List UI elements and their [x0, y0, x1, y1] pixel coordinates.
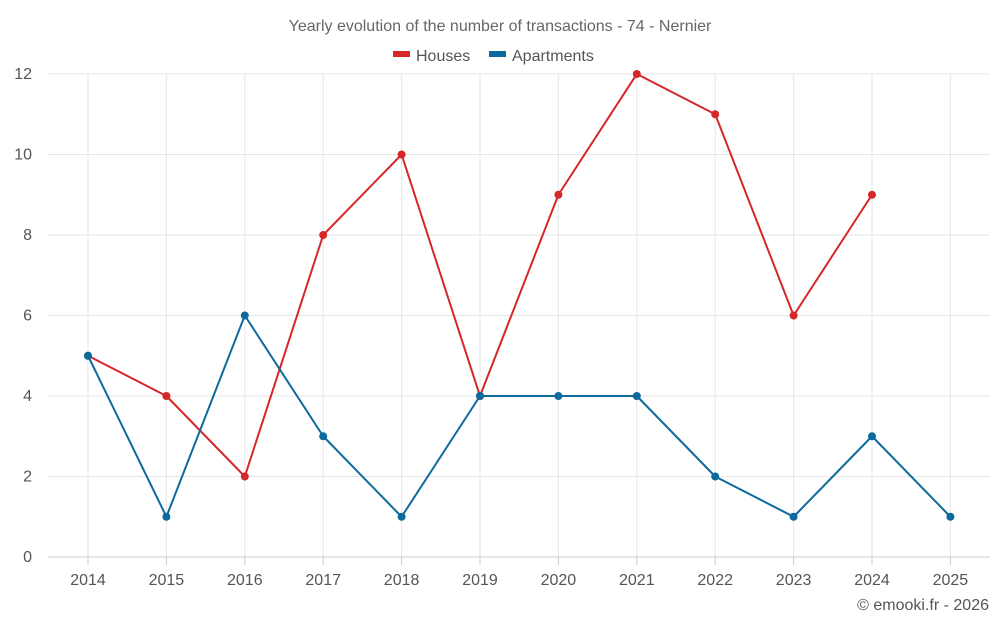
legend-label-apartments[interactable]: Apartments [512, 48, 594, 65]
data-point-apartments-2021[interactable] [632, 392, 641, 400]
data-point-apartments-2023[interactable] [789, 512, 798, 521]
data-point-apartments-2016[interactable] [240, 311, 249, 320]
data-point-apartments-2019[interactable] [476, 392, 484, 400]
x-tick-label-2021: 2021 [619, 572, 655, 589]
x-tick-label-2016: 2016 [227, 572, 263, 589]
data-point-apartments-2025[interactable] [946, 512, 955, 521]
y-tick-label-4: 4 [23, 388, 32, 405]
x-tick-label-2020: 2020 [541, 572, 577, 589]
legend-swatch-apartments[interactable] [489, 51, 506, 57]
x-tick-label-2018: 2018 [384, 572, 420, 589]
x-tick-label-2014: 2014 [70, 572, 106, 589]
chart-title: Yearly evolution of the number of transa… [289, 18, 712, 35]
y-tick-label-6: 6 [23, 308, 32, 325]
x-tick-label-2017: 2017 [305, 572, 341, 589]
data-point-apartments-2022[interactable] [711, 472, 720, 481]
x-tick-label-2024: 2024 [854, 572, 890, 589]
data-point-houses-2020[interactable] [554, 190, 563, 199]
data-point-houses-2016[interactable] [240, 472, 249, 481]
data-point-houses-2024[interactable] [868, 190, 876, 199]
grid [48, 73, 990, 558]
y-tick-label-2: 2 [23, 469, 32, 486]
y-tick-label-0: 0 [23, 549, 32, 566]
legend-label-houses[interactable]: Houses [416, 48, 470, 65]
legend: Houses Apartments [393, 48, 594, 65]
data-point-houses-2023[interactable] [789, 311, 798, 320]
series-layer [87, 73, 952, 518]
axes [48, 556, 990, 565]
x-tick-label-2019: 2019 [462, 572, 498, 589]
x-tick-label-2025: 2025 [933, 572, 969, 589]
data-point-houses-2015[interactable] [162, 392, 171, 400]
data-point-apartments-2024[interactable] [868, 432, 876, 441]
data-point-apartments-2014[interactable] [84, 351, 92, 360]
data-point-houses-2018[interactable] [397, 150, 406, 159]
data-point-houses-2021[interactable] [632, 70, 641, 78]
tick-labels: 0 2 4 6 8 10 12 2014 2015 2016 2017 2018 2019 2020 202… [14, 66, 968, 589]
legend-swatch-houses[interactable] [393, 51, 410, 57]
data-point-apartments-2015[interactable] [162, 512, 171, 521]
data-point-houses-2022[interactable] [711, 110, 720, 119]
data-point-apartments-2017[interactable] [319, 432, 328, 441]
data-point-apartments-2020[interactable] [554, 392, 563, 400]
y-tick-label-12: 12 [14, 66, 32, 83]
x-tick-label-2023: 2023 [776, 572, 812, 589]
data-point-apartments-2018[interactable] [397, 512, 406, 521]
x-tick-label-2015: 2015 [149, 572, 185, 589]
y-tick-label-8: 8 [23, 227, 32, 244]
data-point-houses-2017[interactable] [319, 231, 328, 239]
series-line-apartments [87, 314, 952, 518]
chart-credit: © emooki.fr - 2026 [857, 597, 989, 614]
x-tick-label-2022: 2022 [697, 572, 733, 589]
data-points [84, 70, 955, 521]
y-tick-label-10: 10 [14, 147, 32, 164]
